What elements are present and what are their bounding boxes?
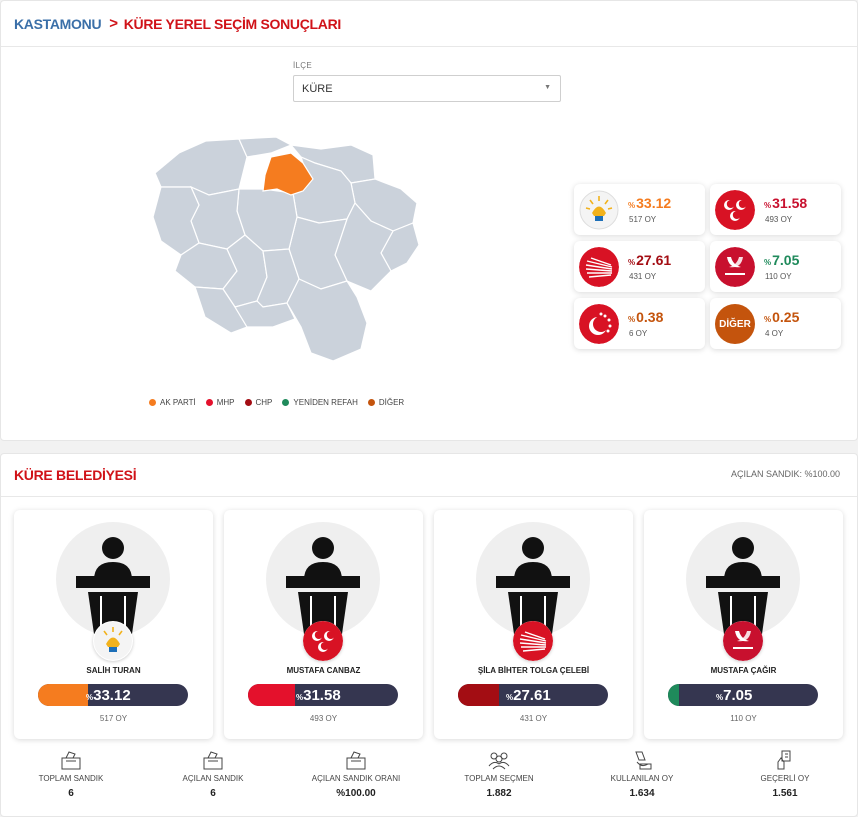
map-legend: AK PARTİ MHP CHP YENİDEN REFAH DİĞER — [149, 398, 404, 407]
map-region[interactable] — [189, 185, 246, 250]
candidate-vote-bar-fill — [668, 684, 679, 706]
ballot-box-icon — [346, 751, 366, 770]
ballot-box-icon — [203, 751, 223, 770]
stat-opened-box-rate: AÇILAN SANDIK ORANI %100.00 — [286, 750, 426, 799]
ak-parti-logo-icon — [579, 190, 619, 230]
candidate-vote-bar: %27.61 — [458, 684, 608, 706]
ballot-box-icon — [61, 751, 81, 770]
legend-item: AK PARTİ — [149, 398, 196, 407]
breadcrumb-city-link[interactable]: KASTAMONU — [14, 15, 102, 32]
map-region-kure-selected[interactable] — [262, 152, 314, 196]
candidate-card[interactable]: MUSTAFA ÇAĞIR %7.05 110 OY — [644, 510, 843, 739]
mhp-logo-icon — [715, 190, 755, 230]
candidate-vote-bar-fill — [458, 684, 500, 706]
candidate-podium-icon — [76, 537, 150, 634]
legend-dot — [244, 399, 252, 406]
candidate-podium-icon — [286, 537, 360, 634]
candidate-vote-bar: %33.12 — [38, 684, 188, 706]
chp-logo-icon — [513, 621, 553, 661]
candidate-podium-icon — [706, 537, 780, 634]
district-select-value: KÜRE — [302, 83, 333, 95]
map-region[interactable] — [238, 136, 293, 158]
section-title: KÜRE BELEDİYESİ — [14, 467, 137, 483]
chp-logo-icon — [579, 247, 619, 287]
legend-item: CHP — [244, 398, 272, 407]
candidate-name: ŞİLA BİHTER TOLGA ÇELEBİ — [477, 666, 590, 675]
page-title: KÜRE YEREL SEÇİM SONUÇLARI — [123, 15, 342, 32]
legend-dot — [367, 399, 375, 406]
candidate-votes: 517 OY — [99, 714, 128, 723]
yeniden-refah-logo-icon — [715, 247, 755, 287]
candidate-card[interactable]: MUSTAFA CANBAZ %31.58 493 OY — [224, 510, 423, 739]
ak-parti-logo-icon — [93, 621, 133, 661]
valid-vote-icon — [777, 750, 791, 770]
cast-vote-icon — [635, 751, 652, 770]
candidate-name: SALİH TURAN — [86, 666, 141, 675]
map-region[interactable] — [286, 278, 368, 362]
stat-total-voters: TOPLAM SEÇMEN 1.882 — [429, 750, 569, 799]
candidate-podium-icon — [496, 537, 570, 634]
stat-total-boxes: TOPLAM SANDIK 6 — [1, 750, 141, 799]
candidate-percent: %33.12 — [86, 687, 131, 704]
party-percent: %0.38 — [628, 309, 664, 325]
party-votes: 6 OY — [629, 329, 648, 338]
party-result-card[interactable]: %0.38 6 OY — [574, 298, 705, 349]
stat-opened-boxes: AÇILAN SANDIK 6 — [143, 750, 283, 799]
candidate-votes: 110 OY — [730, 714, 757, 723]
candidate-card[interactable]: ŞİLA BİHTER TOLGA ÇELEBİ %27.61 431 OY — [434, 510, 633, 739]
party-percent: %31.58 — [764, 195, 808, 211]
party-votes: 431 OY — [629, 272, 657, 281]
party-votes: 4 OY — [765, 329, 784, 338]
party-votes: 493 OY — [765, 215, 793, 224]
legend-item: MHP — [205, 398, 235, 407]
divider — [1, 496, 857, 497]
candidate-card[interactable]: SALİH TURAN %33.12 517 OY — [14, 510, 213, 739]
candidate-percent: %27.61 — [506, 687, 551, 704]
candidate-vote-bar-fill — [38, 684, 88, 706]
results-panel: KASTAMONU > KÜRE YEREL SEÇİM SONUÇLARI İ… — [0, 0, 858, 441]
party-percent: %33.12 — [628, 195, 672, 211]
district-select[interactable]: KÜRE ▼ — [293, 75, 561, 102]
legend-dot — [149, 399, 156, 406]
party-result-card[interactable]: %7.05 110 OY — [710, 241, 841, 292]
legend-item: YENİDEN REFAH — [282, 398, 358, 407]
opened-box-rate: AÇILAN SANDIK: %100.00 — [730, 469, 840, 479]
candidate-vote-bar: %31.58 — [248, 684, 398, 706]
party-percent: %0.25 — [764, 309, 800, 325]
candidate-votes: 431 OY — [519, 714, 548, 723]
chevron-right-icon: > — [109, 15, 118, 32]
yeniden-refah-logo-icon — [723, 621, 763, 661]
diger-logo-icon: DİĞER — [715, 304, 755, 344]
saadet-logo-icon — [579, 304, 619, 344]
party-result-card[interactable]: %33.12 517 OY — [574, 184, 705, 235]
party-result-card[interactable]: DİĞER %0.25 4 OY — [710, 298, 841, 349]
candidate-name: MUSTAFA CANBAZ — [286, 666, 361, 675]
legend-dot — [205, 399, 213, 406]
candidate-percent: %7.05 — [716, 687, 753, 704]
stat-valid-votes: GEÇERLİ OY 1.561 — [715, 750, 855, 799]
voters-icon — [488, 752, 510, 770]
caret-down-icon: ▼ — [544, 84, 551, 91]
candidate-votes: 493 OY — [309, 714, 338, 723]
map-region[interactable] — [234, 300, 296, 328]
district-map — [152, 136, 420, 362]
legend-dot — [282, 399, 290, 406]
candidate-name: MUSTAFA ÇAĞIR — [710, 666, 777, 675]
party-votes: 110 OY — [765, 272, 792, 281]
candidate-percent: %31.58 — [296, 687, 341, 704]
candidate-vote-bar: %7.05 — [668, 684, 818, 706]
stat-cast-votes: KULLANILAN OY 1.634 — [572, 750, 712, 799]
party-votes: 517 OY — [629, 215, 657, 224]
party-percent: %7.05 — [764, 252, 800, 268]
party-result-card[interactable]: %27.61 431 OY — [574, 241, 705, 292]
legend-item: DİĞER — [367, 398, 404, 407]
mhp-logo-icon — [303, 621, 343, 661]
candidate-vote-bar-fill — [248, 684, 296, 706]
breadcrumb: KASTAMONU > KÜRE YEREL SEÇİM SONUÇLARI — [1, 1, 857, 47]
party-percent: %27.61 — [628, 252, 672, 268]
municipality-panel: KÜRE BELEDİYESİ AÇILAN SANDIK: %100.00 S… — [0, 453, 858, 817]
party-result-card[interactable]: %31.58 493 OY — [710, 184, 841, 235]
district-label: İLÇE — [293, 61, 312, 70]
